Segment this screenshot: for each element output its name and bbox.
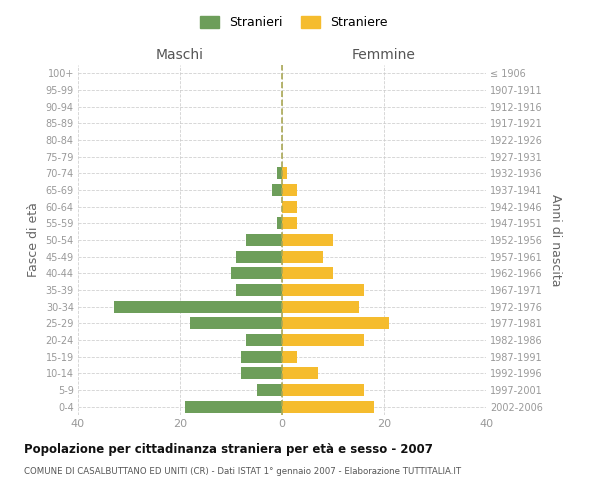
Text: COMUNE DI CASALBUTTANO ED UNITI (CR) - Dati ISTAT 1° gennaio 2007 - Elaborazione: COMUNE DI CASALBUTTANO ED UNITI (CR) - D…: [24, 468, 461, 476]
Bar: [282, 234, 333, 246]
Bar: [282, 184, 298, 196]
Bar: [282, 200, 298, 212]
Bar: [277, 218, 282, 230]
Bar: [241, 350, 282, 362]
Y-axis label: Anni di nascita: Anni di nascita: [550, 194, 562, 286]
Bar: [282, 400, 374, 412]
Bar: [282, 268, 333, 280]
Bar: [247, 234, 282, 246]
Bar: [282, 300, 359, 312]
Bar: [277, 168, 282, 179]
Bar: [282, 384, 364, 396]
Bar: [236, 284, 282, 296]
Bar: [282, 334, 364, 346]
Y-axis label: Fasce di età: Fasce di età: [27, 202, 40, 278]
Bar: [231, 268, 282, 280]
Bar: [282, 218, 298, 230]
Bar: [282, 284, 364, 296]
Legend: Stranieri, Straniere: Stranieri, Straniere: [196, 11, 392, 34]
Bar: [241, 368, 282, 380]
Bar: [282, 318, 389, 330]
Bar: [185, 400, 282, 412]
Bar: [282, 250, 323, 262]
Text: Popolazione per cittadinanza straniera per età e sesso - 2007: Popolazione per cittadinanza straniera p…: [24, 442, 433, 456]
Text: Femmine: Femmine: [352, 48, 416, 62]
Bar: [247, 334, 282, 346]
Bar: [282, 168, 287, 179]
Bar: [114, 300, 282, 312]
Bar: [282, 368, 318, 380]
Bar: [257, 384, 282, 396]
Bar: [190, 318, 282, 330]
Bar: [272, 184, 282, 196]
Bar: [282, 350, 298, 362]
Text: Maschi: Maschi: [156, 48, 204, 62]
Bar: [236, 250, 282, 262]
